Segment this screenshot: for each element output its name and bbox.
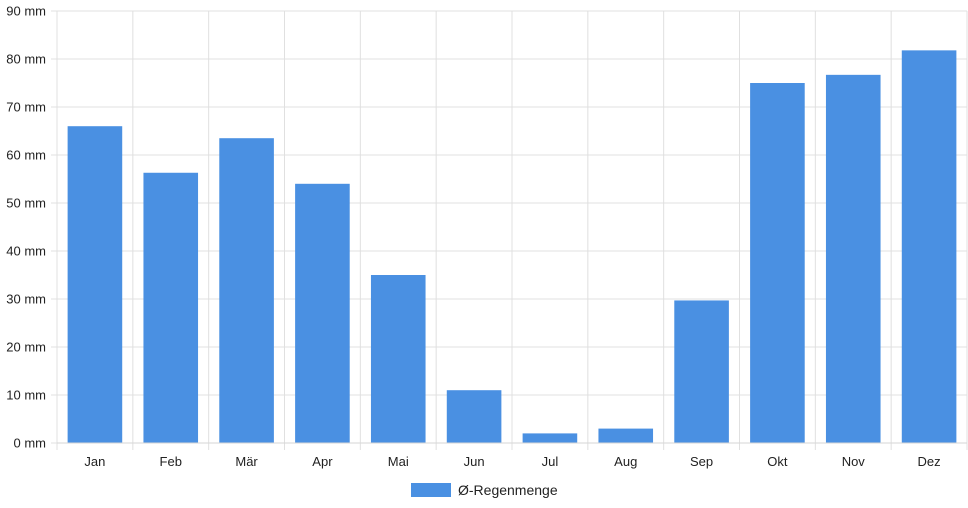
x-tick-label: Mai [388, 454, 409, 469]
bar-jul[interactable] [522, 433, 578, 443]
y-tick-label: 30 mm [6, 292, 46, 307]
y-tick-label: 60 mm [6, 148, 46, 163]
bar-nov[interactable] [825, 74, 881, 443]
y-tick-label: 70 mm [6, 100, 46, 115]
bar-mär[interactable] [219, 138, 274, 443]
x-tick-label: Aug [614, 454, 637, 469]
grid-lines [51, 10, 968, 450]
y-tick-label: 20 mm [6, 340, 46, 355]
x-tick-label: Jul [542, 454, 559, 469]
bar-jan[interactable] [67, 126, 123, 443]
bar-series [67, 50, 957, 444]
x-tick-label: Jan [84, 454, 105, 469]
x-axis-tick-labels: Jan Feb Mär Apr Mai Jun Jul Aug Sep Okt Nov Dez [84, 454, 940, 469]
y-tick-label: 80 mm [6, 52, 46, 67]
bar-sep[interactable] [674, 300, 729, 443]
y-tick-label: 50 mm [6, 196, 46, 211]
x-tick-label: Mär [235, 454, 258, 469]
y-tick-label: 10 mm [6, 388, 46, 403]
y-tick-label: 40 mm [6, 244, 46, 259]
x-tick-label: Sep [690, 454, 713, 469]
bar-aug[interactable] [598, 428, 654, 443]
y-tick-label: 90 mm [6, 4, 46, 19]
bar-dez[interactable] [901, 50, 957, 444]
bar-okt[interactable] [750, 83, 805, 443]
bar-feb[interactable] [143, 172, 199, 443]
x-tick-label: Dez [918, 454, 941, 469]
x-tick-label: Okt [767, 454, 788, 469]
x-tick-label: Feb [160, 454, 182, 469]
x-tick-label: Jun [464, 454, 485, 469]
legend-label[interactable]: Ø-Regenmenge [458, 482, 558, 498]
y-tick-label: 0 mm [14, 436, 47, 451]
legend[interactable]: Ø-Regenmenge [411, 482, 558, 498]
y-axis-tick-labels: 0 mm 10 mm 20 mm 30 mm 40 mm 50 mm 60 mm 70 mm 8… [6, 4, 46, 451]
bar-jun[interactable] [446, 390, 502, 443]
bar-mai[interactable] [370, 275, 426, 443]
bar-apr[interactable] [295, 183, 350, 444]
x-tick-label: Nov [842, 454, 866, 469]
legend-swatch[interactable] [411, 483, 451, 497]
x-tick-label: Apr [312, 454, 333, 469]
